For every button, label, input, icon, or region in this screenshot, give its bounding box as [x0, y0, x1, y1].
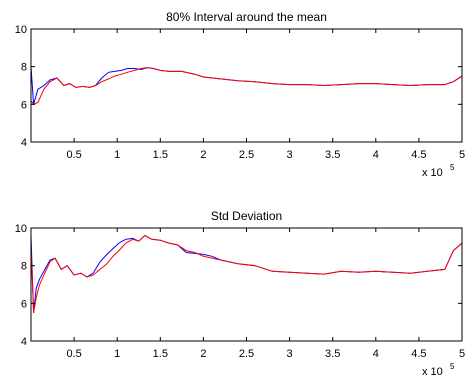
- x-multiplier-label: x 10: [422, 366, 443, 376]
- chart-title: Std Deviation: [211, 209, 282, 223]
- x-tick-label: 3: [287, 348, 293, 360]
- x-tick-label: 2: [200, 149, 206, 161]
- y-tick-label: 10: [15, 24, 27, 36]
- series-line-red: [31, 67, 462, 105]
- x-tick-label: 4: [373, 348, 379, 360]
- x-tick-label: 4: [373, 149, 379, 161]
- x-tick-label: 3.5: [325, 149, 340, 161]
- y-tick-label: 4: [21, 336, 27, 348]
- y-tick-label: 8: [21, 261, 27, 273]
- x-tick-label: 1: [114, 348, 120, 360]
- chart-panel-2: Std Deviation 0.5 1 1.5 2 2.5 3 3.5 4 4.5 5 4 6 8 10 x …: [15, 209, 465, 376]
- y-tick-label: 8: [21, 62, 27, 74]
- x-tick-label: 1.5: [153, 149, 168, 161]
- x-tick-label: 3: [287, 149, 293, 161]
- x-tick-label: 5: [459, 348, 465, 360]
- y-tick-label: 4: [21, 137, 27, 149]
- x-tick-label: 0.5: [66, 348, 81, 360]
- x-tick-label: 4.5: [411, 348, 426, 360]
- series-group: [31, 66, 462, 105]
- x-tick-label: 0.5: [66, 149, 81, 161]
- x-multiplier-exponent: 5: [450, 362, 455, 371]
- x-tick-label: 1.5: [153, 348, 168, 360]
- axes-box: [30, 227, 463, 342]
- x-tick-label: 4.5: [411, 149, 426, 161]
- y-tick-label: 10: [15, 223, 27, 235]
- x-tick-label: 5: [459, 149, 465, 161]
- x-multiplier-label: x 10: [422, 167, 443, 179]
- x-multiplier-exponent: 5: [450, 163, 455, 172]
- x-tick-label: 1: [114, 149, 120, 161]
- x-tick-label: 2: [200, 348, 206, 360]
- y-tick-label: 6: [21, 298, 27, 310]
- series-line-blue: [31, 234, 462, 313]
- chart-panel-1: 80% Interval around the mean 0.5 1 1.5 2 2.5 3…: [15, 10, 465, 179]
- y-tick-label: 6: [21, 99, 27, 111]
- x-tick-label: 2.5: [239, 149, 254, 161]
- series-group: [31, 234, 462, 313]
- series-line-red: [31, 234, 462, 313]
- x-tick-label: 2.5: [239, 348, 254, 360]
- chart-title: 80% Interval around the mean: [166, 10, 327, 24]
- x-tick-label: 3.5: [325, 348, 340, 360]
